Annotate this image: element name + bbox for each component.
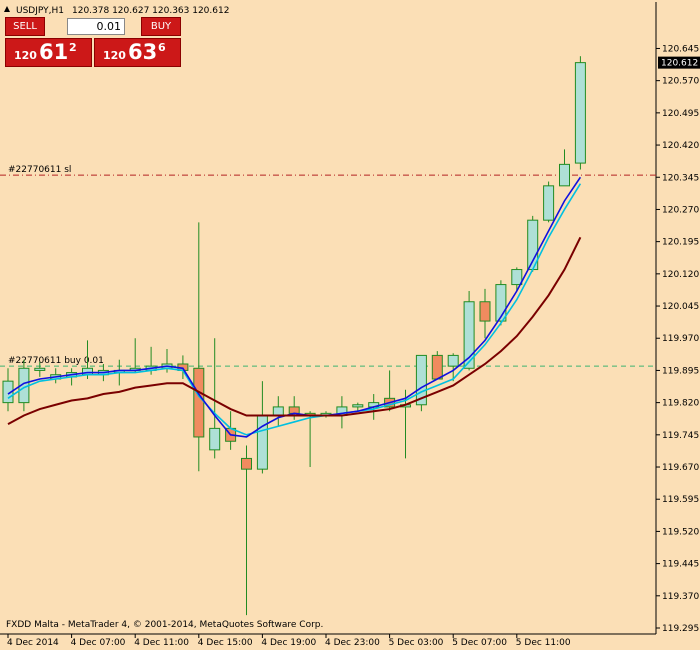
y-tick-label: 119.670 <box>662 463 699 473</box>
footer-copyright: FXDD Malta - MetaTrader 4, © 2001-2014, … <box>6 620 323 630</box>
bull-candle-body <box>34 367 46 371</box>
y-tick-label: 120.120 <box>662 270 699 280</box>
plot-frame <box>0 2 657 635</box>
y-tick-label: 120.345 <box>662 173 699 183</box>
ma-fast-line <box>7 183 582 436</box>
bull-candle-body <box>415 354 427 406</box>
ma-slow-line <box>7 236 582 425</box>
order-level-label: #22770611 sl <box>8 165 71 175</box>
sell-price-main: 61 <box>39 40 69 64</box>
bear-candle-body <box>193 367 205 438</box>
y-tick-label: 120.495 <box>662 109 699 119</box>
x-tick-label: 4 Dec 2014 <box>7 638 59 648</box>
y-tick-label: 119.820 <box>662 399 699 409</box>
collapse-triangle-icon[interactable] <box>4 6 10 12</box>
symbol-label: USDJPY,H1 <box>16 6 64 16</box>
y-tick-label: 119.595 <box>662 495 699 505</box>
y-tick-label: 119.370 <box>662 592 699 602</box>
chart-header: USDJPY,H1 120.378 120.627 120.363 120.61… <box>4 6 229 16</box>
bull-candle-body <box>2 380 14 404</box>
bear-candle-body <box>479 301 491 322</box>
bull-candle-body <box>574 62 586 164</box>
y-tick-label: 119.745 <box>662 431 699 441</box>
y-tick-label: 119.895 <box>662 366 699 376</box>
bull-candle-body <box>272 406 284 417</box>
one-click-trading-panel: SELL BUY 120 61 2 120 63 6 <box>5 17 181 67</box>
bull-candle-body <box>559 163 570 187</box>
buy-button[interactable]: BUY <box>141 17 181 36</box>
bull-candle-body <box>495 284 507 322</box>
sell-price-pip: 2 <box>69 41 77 54</box>
x-tick-label: 5 Dec 11:00 <box>516 638 571 648</box>
bull-candle-body <box>209 427 221 451</box>
y-tick-label: 119.520 <box>662 527 699 537</box>
y-tick-label: 119.445 <box>662 560 699 570</box>
price-axis: 120.645 120.570 120.495 120.420 120.345 120.2… <box>656 44 699 634</box>
bull-candle-body <box>447 354 459 367</box>
order-level-label: #22770611 buy 0.01 <box>8 356 104 366</box>
y-tick-label: 120.270 <box>662 205 699 215</box>
x-tick-label: 5 Dec 03:00 <box>389 638 444 648</box>
time-axis: 4 Dec 2014 4 Dec 07:00 4 Dec 11:00 4 Dec 15… <box>7 634 571 648</box>
y-tick-label: 120.645 <box>662 44 699 54</box>
order-levels: #22770611 sl #22770611 buy 0.01 <box>0 165 656 367</box>
sell-price-button[interactable]: 120 61 2 <box>5 38 92 67</box>
bull-candle-body <box>352 404 364 408</box>
x-tick-label: 4 Dec 15:00 <box>198 638 253 648</box>
x-tick-label: 5 Dec 07:00 <box>452 638 507 648</box>
current-price-marker: 120.612 <box>658 56 700 69</box>
y-tick-label: 120.570 <box>662 77 699 87</box>
bull-candle-body <box>463 301 475 369</box>
y-tick-label: 120.420 <box>662 141 699 151</box>
bear-candle-body <box>288 406 300 414</box>
y-tick-label: 120.045 <box>662 302 699 312</box>
ma-mid-line <box>7 176 582 438</box>
y-tick-label: 119.295 <box>662 624 699 634</box>
candles <box>2 56 586 616</box>
sell-price-prefix: 120 <box>14 49 37 62</box>
bear-candle-body <box>431 354 443 380</box>
buy-price-pip: 6 <box>158 41 166 54</box>
x-tick-label: 4 Dec 19:00 <box>261 638 316 648</box>
current-price-label: 120.612 <box>661 59 698 69</box>
lot-size-input[interactable] <box>67 18 125 35</box>
ohlc-label: 120.378 120.627 120.363 120.612 <box>72 6 229 16</box>
current-price-box <box>658 56 700 69</box>
x-tick-label: 4 Dec 11:00 <box>134 638 189 648</box>
x-tick-label: 4 Dec 07:00 <box>71 638 126 648</box>
sell-button[interactable]: SELL <box>5 17 45 36</box>
buy-price-main: 63 <box>128 40 158 64</box>
bull-candle-body <box>543 185 555 221</box>
moving-averages <box>7 176 582 438</box>
x-tick-label: 4 Dec 23:00 <box>325 638 380 648</box>
y-tick-label: 120.195 <box>662 238 699 248</box>
bull-candle-body <box>511 269 523 286</box>
y-tick-label: 119.970 <box>662 334 699 344</box>
buy-price-button[interactable]: 120 63 6 <box>94 38 181 67</box>
buy-price-prefix: 120 <box>103 49 126 62</box>
bear-candle-body <box>241 457 252 470</box>
